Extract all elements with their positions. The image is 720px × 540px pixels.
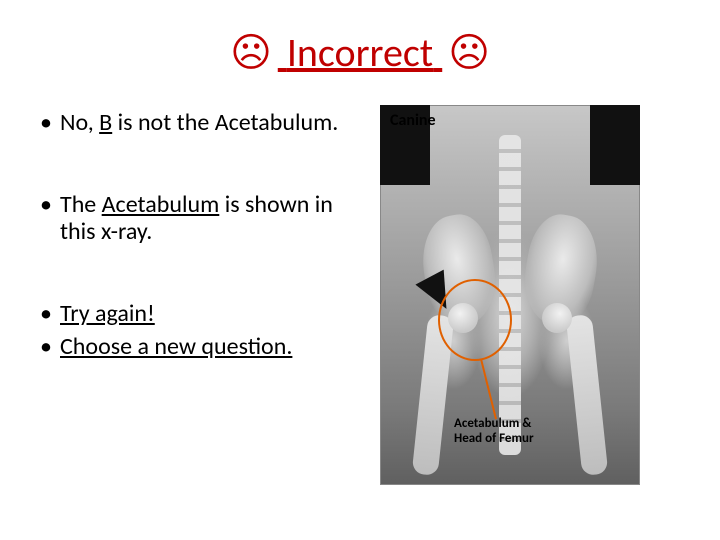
bullet-2-text: The Acetabulum is shown in this x-ray. (60, 191, 360, 246)
bullet-2: • The Acetabulum is shown in this x-ray. (40, 191, 360, 246)
title-text: Incorrect (287, 28, 433, 77)
annotation-circle (438, 279, 512, 361)
bullet-dot: • (40, 333, 60, 361)
bullet-4: • Choose a new question. (40, 333, 360, 361)
bullet-3: • Try again! (40, 300, 360, 328)
slide-title: ☹ Incorrect ☹ (224, 28, 496, 77)
underlined-acetabulum: Acetabulum (102, 190, 220, 219)
choose-new-question-link[interactable]: Choose a new question. (60, 332, 292, 361)
bullet-4-link[interactable]: Choose a new question. (60, 333, 360, 361)
bullet-dot: • (40, 191, 60, 246)
xray-label-canine: Canine (390, 111, 436, 130)
xray-femoral-head-right (542, 303, 572, 333)
bullet-1-text: No, B is not the Acetabulum. (60, 109, 360, 137)
text-fragment: The (60, 190, 102, 219)
text-fragment: Acetabulum & (454, 416, 531, 431)
text-fragment: Head of Femur (454, 431, 534, 446)
bullet-1: • No, B is not the Acetabulum. (40, 109, 360, 137)
text-column: • No, B is not the Acetabulum. • The Ace… (40, 105, 360, 415)
bullet-3-link[interactable]: Try again! (60, 300, 360, 328)
sad-face-icon: ☹ (448, 30, 490, 76)
underlined-b: B (99, 108, 112, 137)
try-again-link[interactable]: Try again! (60, 299, 155, 328)
slide: ☹ Incorrect ☹ • No, B is not the Acetabu… (0, 0, 720, 540)
text-fragment: No, (60, 108, 99, 137)
title-row: ☹ Incorrect ☹ (40, 28, 680, 77)
sad-face-icon: ☹ (230, 30, 272, 76)
xray-dark-corner (590, 105, 640, 185)
xray-label-acetabulum: Acetabulum & Head of Femur (454, 417, 534, 447)
content-row: • No, B is not the Acetabulum. • The Ace… (40, 105, 680, 485)
bullet-dot: • (40, 300, 60, 328)
text-fragment: is not the Acetabulum. (112, 108, 338, 137)
bullet-dot: • (40, 109, 60, 137)
xray-image: Canine Acetabulum & Head of Femur (380, 105, 640, 485)
